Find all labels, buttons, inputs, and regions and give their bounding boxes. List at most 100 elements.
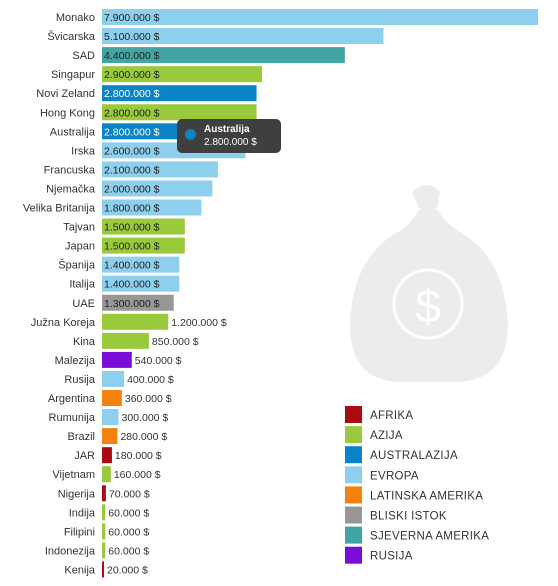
value-label: 2.600.000 $ bbox=[104, 145, 160, 157]
legend-label: AZIJA bbox=[370, 430, 403, 442]
category-label: SAD bbox=[72, 50, 95, 62]
value-label: 4.400.000 $ bbox=[104, 50, 160, 62]
money-bag-icon: $ bbox=[350, 185, 508, 382]
svg-text:$: $ bbox=[415, 280, 441, 332]
category-label: Vijetnam bbox=[52, 469, 95, 481]
value-label: 60.000 $ bbox=[108, 507, 149, 519]
bar-indija[interactable] bbox=[102, 504, 106, 521]
category-label: Monako bbox=[56, 12, 95, 24]
legend-label: EVROPA bbox=[370, 470, 419, 482]
value-label: 1.500.000 $ bbox=[104, 241, 160, 253]
bar-rusija[interactable] bbox=[102, 370, 125, 387]
bar-rumunija[interactable] bbox=[102, 409, 119, 426]
legend-label: AUSTRALAZIJA bbox=[370, 450, 458, 462]
bar-vijetnam[interactable] bbox=[102, 466, 111, 483]
value-label: 1.500.000 $ bbox=[104, 222, 160, 234]
category-label: Australija bbox=[50, 126, 96, 138]
value-label: 180.000 $ bbox=[115, 450, 162, 462]
value-label: 1.300.000 $ bbox=[104, 298, 160, 310]
bar-velika-britanija[interactable] bbox=[102, 199, 202, 216]
value-label: 2.900.000 $ bbox=[104, 69, 160, 81]
value-label: 70.000 $ bbox=[109, 488, 150, 500]
value-label: 60.000 $ bbox=[108, 526, 149, 538]
category-label: Argentina bbox=[48, 393, 96, 405]
bar-švicarska[interactable] bbox=[102, 28, 384, 45]
category-label: Nigerija bbox=[58, 488, 96, 500]
category-label: Francuska bbox=[44, 164, 96, 176]
value-label: 2.800.000 $ bbox=[104, 107, 160, 119]
value-label: 280.000 $ bbox=[120, 431, 167, 443]
category-label: Filipini bbox=[64, 526, 95, 538]
bar-njemačka[interactable] bbox=[102, 180, 213, 197]
category-label: Indonezija bbox=[45, 545, 96, 557]
bar-italija[interactable] bbox=[102, 275, 180, 292]
value-label: 1.800.000 $ bbox=[104, 203, 160, 215]
bar-jar[interactable] bbox=[102, 447, 112, 464]
legend-swatch bbox=[345, 426, 362, 444]
category-label: Tajvan bbox=[63, 222, 95, 234]
category-label: Brazil bbox=[67, 431, 95, 443]
legend-swatch bbox=[345, 406, 362, 423]
value-label: 60.000 $ bbox=[108, 545, 149, 557]
category-label: Kina bbox=[73, 336, 96, 348]
category-label: JAR bbox=[74, 450, 95, 462]
bar-malezija[interactable] bbox=[102, 351, 132, 368]
legend-swatch bbox=[345, 546, 362, 564]
value-label: 400.000 $ bbox=[127, 374, 174, 386]
category-label: Velika Britanija bbox=[23, 203, 96, 215]
category-label: Indija bbox=[69, 507, 96, 519]
bar-hong-kong[interactable] bbox=[102, 104, 257, 121]
bar-nigerija[interactable] bbox=[102, 485, 106, 502]
tooltip-color-dot bbox=[185, 129, 196, 140]
value-label: 2.000.000 $ bbox=[104, 183, 160, 195]
category-label: Italija bbox=[69, 279, 96, 291]
legend-label: RUSIJA bbox=[370, 551, 413, 563]
bar-kina[interactable] bbox=[102, 332, 149, 349]
bar-sad[interactable] bbox=[102, 47, 345, 64]
legend-label: AFRIKA bbox=[370, 410, 413, 422]
category-label: Hong Kong bbox=[40, 107, 95, 119]
legend-swatch bbox=[345, 466, 362, 484]
category-label: Kenija bbox=[64, 564, 95, 576]
value-label: 2.100.000 $ bbox=[104, 164, 160, 176]
bar-brazil[interactable] bbox=[102, 428, 118, 445]
bar-japan[interactable] bbox=[102, 237, 185, 254]
bar-monako[interactable] bbox=[102, 9, 538, 25]
legend-label: LATINSKA AMERIKA bbox=[370, 490, 483, 502]
value-label: 2.800.000 $ bbox=[104, 126, 160, 138]
category-label: Njemačka bbox=[46, 183, 96, 195]
bar-kenija[interactable] bbox=[102, 561, 104, 578]
bar-južna-koreja[interactable] bbox=[102, 313, 169, 330]
value-label: 1.400.000 $ bbox=[104, 279, 160, 291]
legend-label: BLISKI ISTOK bbox=[370, 511, 447, 523]
bar-španija[interactable] bbox=[102, 256, 180, 273]
bar-uae[interactable] bbox=[102, 294, 174, 311]
value-label: 7.900.000 $ bbox=[104, 12, 160, 24]
category-label: Švicarska bbox=[47, 30, 96, 43]
tooltip: Australija 2.800.000 $ bbox=[177, 119, 281, 153]
value-label: 20.000 $ bbox=[107, 564, 148, 576]
category-label: Irska bbox=[71, 145, 96, 157]
bar-argentina[interactable] bbox=[102, 390, 122, 406]
value-label: 540.000 $ bbox=[135, 355, 182, 367]
category-label: Južna Koreja bbox=[31, 317, 96, 329]
value-label: 300.000 $ bbox=[122, 412, 169, 424]
bar-singapur[interactable] bbox=[102, 66, 263, 83]
bar-francuska[interactable] bbox=[102, 161, 218, 178]
value-label: 1.200.000 $ bbox=[171, 317, 227, 329]
category-label: UAE bbox=[72, 298, 95, 310]
legend: AFRIKA AZIJA AUSTRALAZIJA EVROPA LATINSKA AM… bbox=[345, 406, 489, 564]
bar-novi-zeland[interactable] bbox=[102, 85, 257, 102]
value-label: 160.000 $ bbox=[114, 469, 161, 481]
tooltip-value: 2.800.000 $ bbox=[204, 137, 257, 148]
legend-swatch bbox=[345, 486, 362, 504]
value-label: 850.000 $ bbox=[152, 336, 199, 348]
bar-indonezija[interactable] bbox=[102, 542, 106, 559]
value-label: 1.400.000 $ bbox=[104, 260, 160, 272]
bar-filipini[interactable] bbox=[102, 523, 106, 540]
category-label: Novi Zeland bbox=[36, 88, 95, 100]
legend-swatch bbox=[345, 446, 362, 464]
value-label: 5.100.000 $ bbox=[104, 31, 160, 43]
bar-tajvan[interactable] bbox=[102, 218, 185, 235]
